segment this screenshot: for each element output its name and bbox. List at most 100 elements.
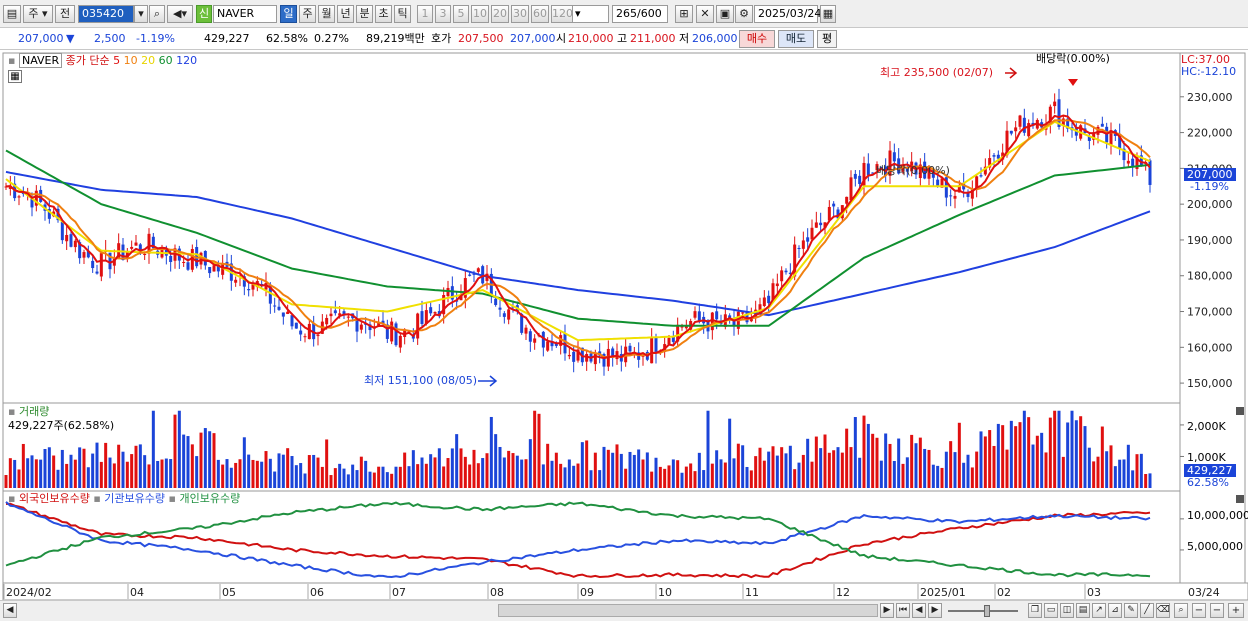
scroll-left-icon[interactable]: ◀ [3,603,17,618]
chart-type-select[interactable]: ▾ [571,5,609,23]
average-button[interactable]: 평 [817,30,837,48]
period-tab-5[interactable]: 초 [375,5,392,23]
volume-bar [853,417,857,488]
volume-bar [780,447,784,488]
candle-body [533,338,537,343]
volume-bar [494,434,498,488]
interval-tab-3[interactable]: 3 [435,5,451,23]
volume-bar [195,456,199,488]
volume-bar [1096,456,1100,488]
interval-tab-30[interactable]: 30 [511,5,529,23]
period-tab-4[interactable]: 분 [356,5,373,23]
volume-bar [1144,474,1148,488]
market-select[interactable]: 주 ▾ [23,5,53,23]
period-tab-6[interactable]: 틱 [394,5,411,23]
scroll-back-icon[interactable]: ◀ [912,603,926,618]
candle-body [21,193,25,195]
period-tab-2[interactable]: 월 [318,5,335,23]
save-icon[interactable]: ▣ [716,5,734,23]
grid-icon[interactable]: ⊞ [675,5,693,23]
volume-bar [359,456,363,488]
current-pct-tag: -1.19% [1190,180,1229,193]
interval-tab-1[interactable]: 1 [417,5,433,23]
volume-bar [485,453,489,488]
volume-bar [390,473,394,488]
bar-count-field[interactable]: 265/600 [612,5,668,23]
zoom-slider[interactable] [948,610,1018,612]
search-icon[interactable]: ⌕ [149,5,165,23]
draw-icon[interactable]: ✎ [1124,603,1138,618]
candle-body [1087,135,1091,141]
price-chart[interactable]: 150,000 160,000 170,000 180,000 190,000 200,0… [0,51,1248,600]
candle-body [394,323,398,346]
candle-body [528,331,532,342]
interval-tab-5[interactable]: 5 [453,5,469,23]
zoom-slider-handle[interactable] [984,605,990,617]
candle-body [143,253,147,255]
zoom-out-icon[interactable]: − [1192,603,1206,618]
chart-legend: ▪ NAVER 종가 단순 5 10 20 60 120 [8,53,197,68]
candle-body [992,155,996,157]
scroll-start-icon[interactable]: ⏮ [896,603,910,618]
tools-icon[interactable]: ✕ [696,5,714,23]
code-dropdown-icon[interactable]: ▾ [134,5,148,23]
trend-icon[interactable]: ↗ [1092,603,1106,618]
x-tick-label-12: 03 [1087,586,1101,599]
period-tab-1[interactable]: 주 [299,5,316,23]
horizontal-scrollbar[interactable]: ◀ ▶ ⏮ ◀ ▶ ❐ ▭ ◫ ▤ ↗ ⊿ ✎ ╱ ⌫ ⌕ − − + [0,600,1248,621]
volume-bar [1087,447,1091,488]
dividend-annotation-top: 배당락(0.00%) [1036,52,1110,65]
search-chart-icon[interactable]: ⌕ [1174,603,1188,618]
volume-bar [437,448,441,488]
candle-body [676,324,680,342]
line-icon[interactable]: ╱ [1140,603,1154,618]
date-field[interactable]: 2025/03/24 [754,5,821,23]
window-menu-icon[interactable]: ▤ [3,5,21,23]
interval-tab-120[interactable]: 120 [551,5,573,23]
candle-body [69,234,73,247]
candle-body [147,233,151,254]
ruler-icon[interactable]: ⊿ [1108,603,1122,618]
interval-tab-10[interactable]: 10 [471,5,489,23]
interval-tab-20[interactable]: 20 [491,5,509,23]
interval-tab-60[interactable]: 60 [531,5,549,23]
volume-bar [736,443,740,488]
scroll-right-icon[interactable]: ▶ [880,603,894,618]
chart-table-icon[interactable]: ▦ [8,70,22,83]
layout-icon[interactable]: ▤ [1076,603,1090,618]
copy-icon[interactable]: ❐ [1028,603,1042,618]
period-tab-3[interactable]: 년 [337,5,354,23]
sell-button[interactable]: 매도 [778,30,814,48]
volume-axis-mid: 1,000K [1187,451,1226,464]
eraser-icon[interactable]: ⌫ [1156,603,1170,618]
speaker-icon[interactable]: ◀▾ [167,5,193,23]
zoom-in-icon[interactable]: + [1228,603,1244,618]
candle-body [507,309,511,320]
stock-code-input[interactable]: 035420 [78,5,134,23]
candle-body [888,150,892,176]
calendar-icon[interactable]: ▦ [820,5,836,23]
split-icon[interactable]: ◫ [1060,603,1074,618]
window-icon[interactable]: ▭ [1044,603,1058,618]
candle-body [966,191,970,197]
low-label: 저 [679,32,690,45]
volume-bar [719,459,723,488]
volume-bar [104,442,108,488]
gear-icon[interactable]: ⚙ [735,5,753,23]
volume-bar [775,455,779,488]
y-tick-label-5: 200,000 [1187,198,1233,211]
scroll-forward-icon[interactable]: ▶ [928,603,942,618]
quote-bar: 207,000 ▼ 2,500 -1.19% 429,227 62.58% 0.… [0,28,1248,50]
volume-bar [1018,422,1022,488]
scroll-thumb[interactable] [498,604,878,617]
prev-button[interactable]: 전 [55,5,75,23]
volume-bar [52,455,56,488]
candle-body [970,189,974,199]
candle-body [1135,157,1139,170]
down-arrow-icon: ▼ [66,32,75,45]
volume-bar [628,451,632,488]
zoom-out-2-icon[interactable]: − [1210,603,1224,618]
candle-body [1009,130,1013,134]
period-tab-0[interactable]: 일 [280,5,297,23]
buy-button[interactable]: 매수 [739,30,775,48]
